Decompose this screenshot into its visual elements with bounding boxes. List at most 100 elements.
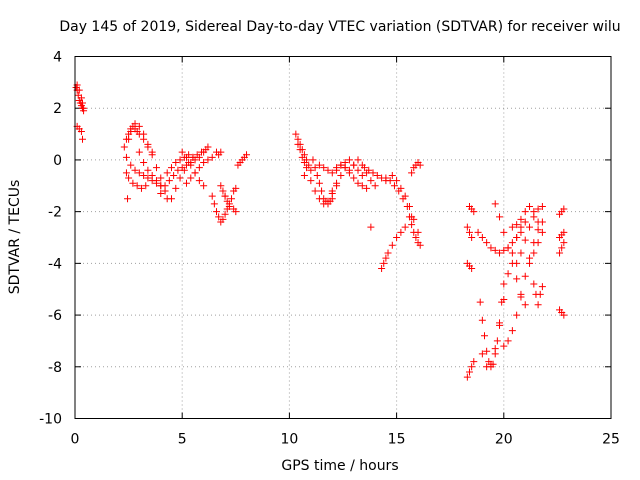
data-point: [125, 135, 133, 143]
data-point: [172, 184, 180, 192]
x-tick-labels: 0 5 10 15 20 25: [71, 432, 620, 448]
data-point: [491, 345, 499, 353]
data-point: [481, 332, 489, 340]
data-point: [189, 153, 197, 161]
series-t8: [135, 148, 169, 195]
data-point: [530, 249, 538, 257]
data-point: [122, 169, 130, 177]
data-point: [463, 223, 471, 231]
data-point: [388, 171, 396, 179]
data-point: [358, 171, 366, 179]
data-point: [496, 321, 504, 329]
data-point: [500, 280, 508, 288]
data-point: [478, 234, 486, 241]
data-point: [178, 148, 186, 156]
data-point: [468, 234, 476, 241]
data-point: [311, 164, 319, 172]
data-point: [491, 200, 499, 208]
data-point: [416, 241, 424, 249]
data-point: [172, 159, 180, 167]
series-t52: [556, 306, 568, 319]
data-point: [148, 148, 156, 156]
data-point: [167, 164, 175, 172]
data-point: [137, 184, 145, 192]
data-point: [508, 223, 516, 231]
data-point: [558, 244, 566, 252]
data-point: [223, 197, 231, 205]
data-point: [478, 350, 486, 358]
data-point: [474, 228, 482, 236]
data-point: [517, 249, 525, 257]
data-point: [140, 159, 148, 167]
data-point: [140, 171, 148, 179]
data-point: [215, 213, 223, 221]
data-point: [217, 148, 225, 156]
data-point: [144, 166, 152, 174]
series-t44: [500, 218, 546, 350]
data-point: [534, 239, 542, 247]
data-point: [504, 270, 512, 278]
data-point: [513, 311, 521, 319]
data-point: [182, 179, 190, 187]
data-point: [195, 164, 203, 172]
data-point: [508, 239, 516, 247]
data-point: [328, 187, 336, 195]
data-point: [410, 215, 418, 223]
data-point: [513, 275, 521, 283]
chart-title: Day 145 of 2019, Sidereal Day-to-day VTE…: [59, 19, 620, 35]
data-point: [77, 127, 85, 135]
data-point: [487, 244, 495, 252]
data-point: [513, 259, 521, 267]
data-point: [378, 265, 386, 273]
data-point: [465, 368, 473, 376]
data-point: [320, 164, 328, 172]
y-tick-label: -6: [48, 308, 62, 324]
data-point: [337, 171, 345, 179]
data-point: [131, 120, 139, 128]
data-point: [176, 156, 184, 164]
y-tick-labels: -10 -8 -6 -4 -2 0 2 4: [39, 50, 62, 428]
data-point: [463, 373, 471, 381]
data-point: [397, 184, 405, 192]
data-point: [298, 153, 306, 161]
data-point: [144, 140, 152, 148]
data-point: [131, 166, 139, 174]
data-point: [180, 166, 188, 174]
data-point: [384, 249, 392, 257]
data-point: [538, 202, 546, 210]
data-point: [120, 143, 128, 151]
data-point: [371, 182, 379, 190]
data-point: [526, 223, 534, 231]
data-point: [363, 184, 371, 192]
data-point: [307, 166, 315, 174]
y-tick-label: 2: [53, 101, 62, 117]
series-t5: [125, 120, 156, 156]
series-t38: [463, 259, 476, 273]
data-point: [243, 151, 251, 159]
data-point: [124, 195, 132, 203]
data-point: [315, 179, 323, 187]
data-points: [72, 81, 568, 381]
data-point: [491, 246, 499, 254]
x-tick-label: 5: [178, 432, 187, 448]
series-t50: [556, 228, 568, 241]
data-point: [324, 197, 332, 205]
data-point: [410, 228, 418, 236]
data-point: [534, 301, 542, 309]
series-t30: [367, 223, 375, 231]
data-point: [350, 174, 358, 182]
data-point: [176, 174, 184, 182]
x-tick-label: 15: [388, 432, 406, 448]
data-point: [75, 86, 83, 94]
data-point: [309, 156, 317, 164]
data-point: [496, 249, 504, 257]
series-t27: [333, 161, 371, 192]
data-point: [217, 182, 225, 190]
data-point: [129, 179, 137, 187]
data-point: [416, 161, 424, 169]
data-point: [521, 272, 529, 280]
series-t22: [300, 171, 308, 179]
data-point: [517, 215, 525, 223]
x-tick-label: 25: [602, 432, 620, 448]
data-point: [382, 174, 390, 182]
